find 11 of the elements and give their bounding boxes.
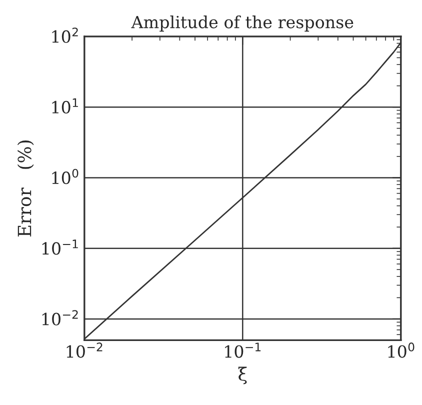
y-tick-label: 10$^{−1}$: [42, 240, 78, 255]
y-tick-label: 10$^{1}$: [52, 98, 78, 114]
y-tick-label: 10$^{0}$: [52, 168, 78, 184]
x-tick-label: 10$^{−1}$: [225, 342, 261, 358]
y-tick-label: 10$^{2}$: [52, 28, 78, 43]
x-axis-title: ξ: [238, 366, 247, 384]
y-tick-label: 10$^{−2}$: [42, 310, 78, 326]
y-axis-title: Error (%): [17, 140, 34, 237]
x-tick-label: 10$^{−2}$: [66, 342, 102, 358]
x-tick-label: 10$^{0}$: [388, 342, 414, 358]
chart-title: Amplitude of the response: [131, 15, 354, 32]
